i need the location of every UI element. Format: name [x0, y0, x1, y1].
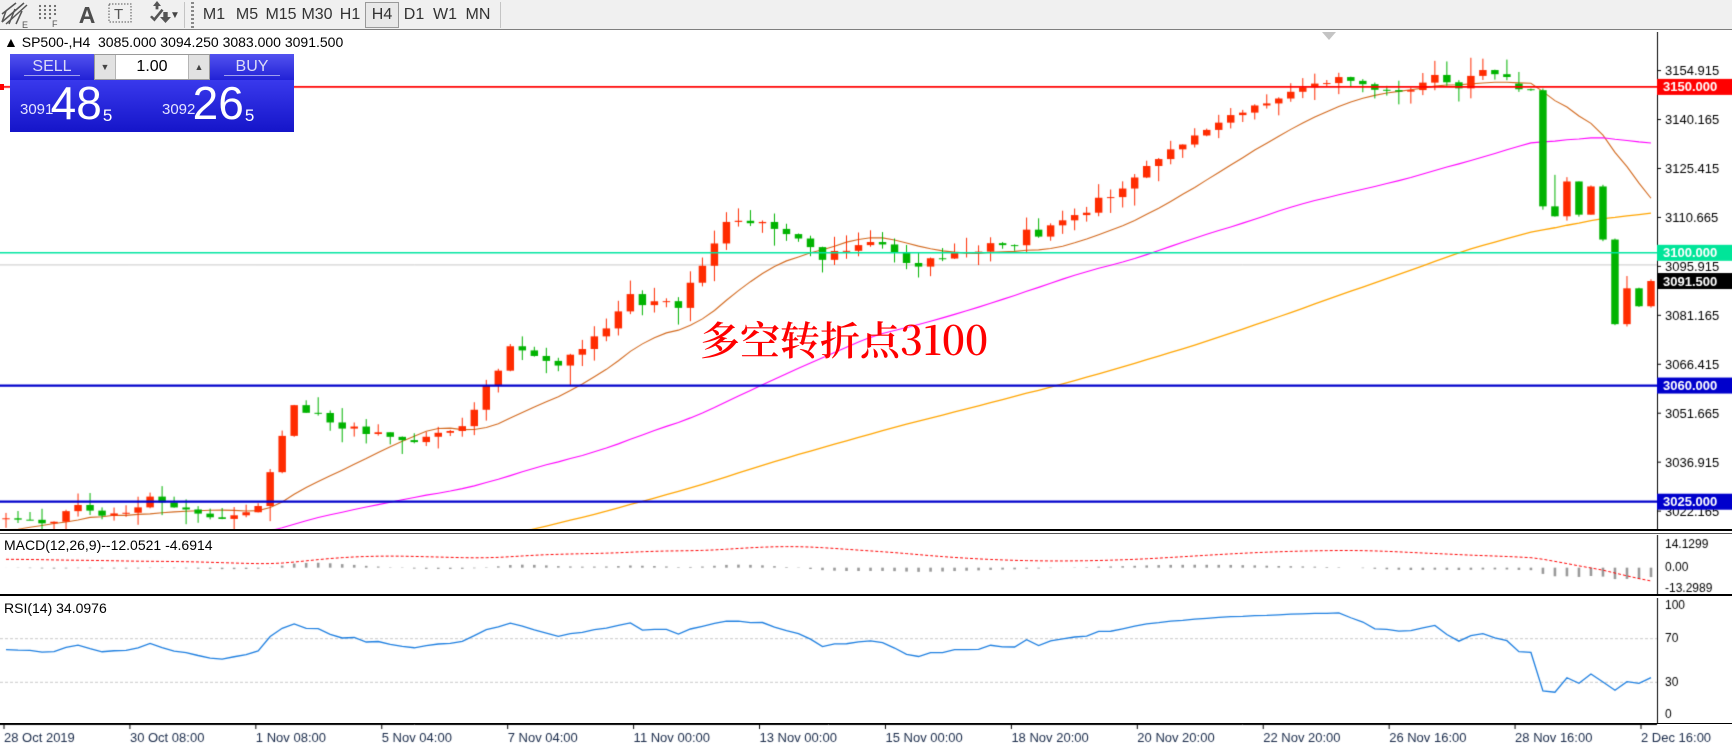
svg-text:T: T [114, 6, 123, 23]
svg-text:F: F [52, 19, 58, 29]
svg-text:E: E [22, 20, 28, 30]
